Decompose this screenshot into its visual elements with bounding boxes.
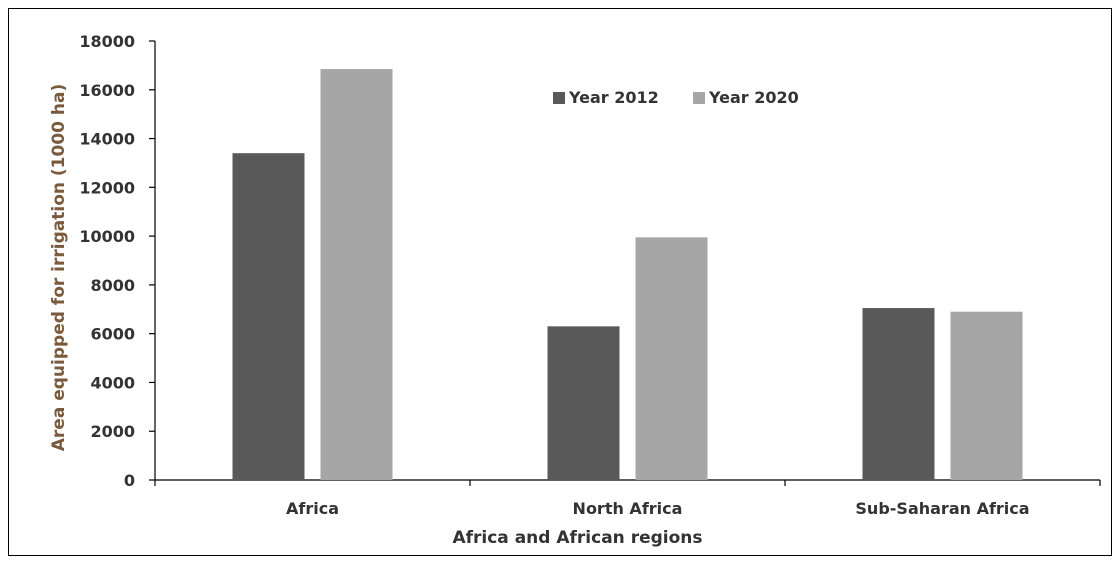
bar: [635, 237, 708, 480]
y-axis-title: Area equipped for irrigation (1000 ha): [49, 84, 69, 451]
y-ticks: 0 2000 4000 6000 8000 10000 12000 14000 16000 180…: [79, 32, 155, 490]
legend-swatch: [693, 92, 705, 104]
y-tick-label: 2000: [90, 422, 135, 441]
y-tick-label: 0: [124, 471, 135, 490]
y-tick-label: 6000: [90, 325, 135, 344]
category-labels: Africa North Africa Sub-Saharan Africa: [286, 499, 1030, 518]
bar: [862, 308, 935, 480]
legend-label: Year 2020: [708, 88, 799, 107]
category-label: North Africa: [573, 499, 683, 518]
y-tick-label: 14000: [79, 130, 135, 149]
x-ticks: [154, 480, 1101, 486]
y-tick-label: 10000: [79, 227, 135, 246]
y-tick-label: 4000: [90, 373, 135, 392]
category-label: Sub-Saharan Africa: [855, 499, 1029, 518]
y-tick-label: 16000: [79, 81, 135, 100]
legend: Year 2012 Year 2020: [553, 88, 799, 107]
bar: [320, 69, 393, 480]
legend-swatch: [553, 92, 565, 104]
y-tick-label: 12000: [79, 178, 135, 197]
y-tick-label: 8000: [90, 276, 135, 295]
legend-label: Year 2012: [568, 88, 659, 107]
category-label: Africa: [286, 499, 339, 518]
y-tick-label: 18000: [79, 32, 135, 51]
bar: [547, 326, 620, 480]
x-axis-title: Africa and African regions: [452, 528, 702, 548]
bars: [232, 69, 1023, 480]
bar: [950, 311, 1023, 480]
bar: [232, 153, 305, 480]
